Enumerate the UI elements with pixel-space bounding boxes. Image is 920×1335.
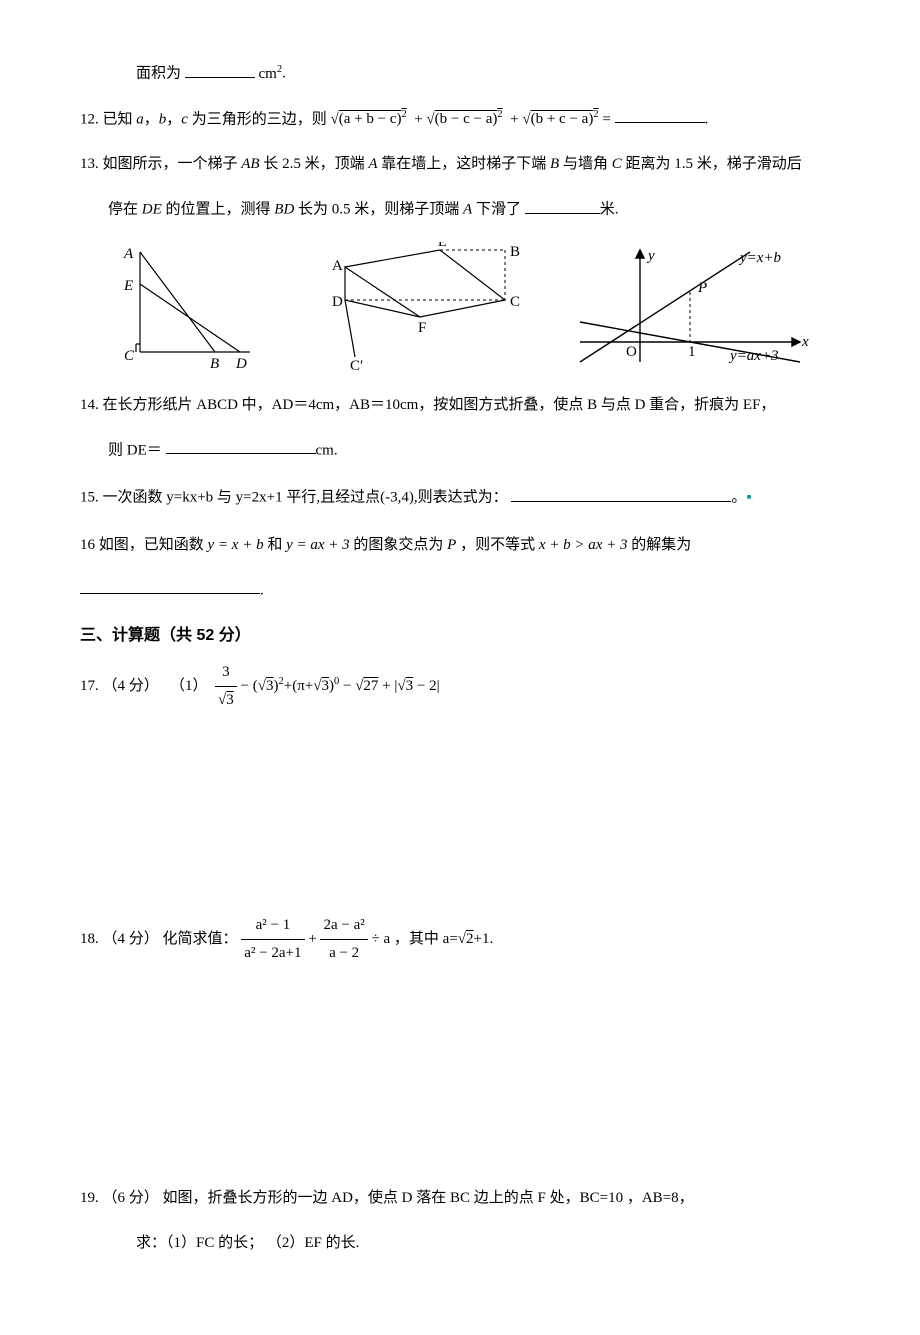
q11-unit: cm2 xyxy=(259,66,283,82)
svg-text:y=x+b: y=x+b xyxy=(738,250,782,266)
svg-text:B: B xyxy=(210,356,219,372)
svg-text:A: A xyxy=(332,258,343,274)
svg-text:D: D xyxy=(235,356,247,372)
q15-line: 15. 一次函数 y=kx+b 与 y=2x+1 平行,且经过点(-3,4),则… xyxy=(80,484,840,512)
svg-text:x: x xyxy=(801,334,809,350)
q19-line1: 19. （6 分） 如图，折叠长方形的一边 AD，使点 D 落在 BC 边上的点… xyxy=(80,1185,840,1212)
q13-blank xyxy=(525,196,600,214)
fig3-svg: y x O 1 P y=x+b y=ax+3 xyxy=(570,242,820,372)
q16-num: 16 xyxy=(80,537,95,553)
q12-line: 12. 已知 a，b，c 为三角形的三边，则 √(a + b − c)2 + √… xyxy=(80,106,840,134)
q18-frac2: 2a − a² a − 2 xyxy=(320,912,367,967)
q13-line2: 停在 DE 的位置上，测得 BD 长为 0.5 米，则梯子顶端 A 下滑了 米. xyxy=(80,196,840,224)
svg-text:C′: C′ xyxy=(350,358,363,372)
svg-text:O: O xyxy=(626,344,637,360)
svg-text:E: E xyxy=(438,242,447,250)
q11-prefix: 面积为 xyxy=(136,66,181,82)
q15-num: 15. xyxy=(80,490,99,506)
svg-text:1: 1 xyxy=(688,344,696,360)
q15-blank xyxy=(511,484,731,502)
q12-eq: = xyxy=(602,111,614,127)
svg-text:F: F xyxy=(418,320,426,336)
svg-text:A: A xyxy=(123,246,134,262)
svg-text:C: C xyxy=(510,294,520,310)
q19-line2: 求：（1）FC 的长； （2）EF 的长. xyxy=(80,1230,840,1257)
q14-line1: 14. 在长方形纸片 ABCD 中，AD＝4cm，AB＝10cm，按如图方式折叠… xyxy=(80,392,840,419)
q12-num: 12. xyxy=(80,111,99,127)
q17-pts: （4 分） xyxy=(103,678,159,694)
q17-workspace xyxy=(80,732,840,912)
q12-pre: 已知 xyxy=(103,111,137,127)
q11-blank xyxy=(185,60,255,78)
q12-blank xyxy=(615,106,705,124)
svg-text:E: E xyxy=(123,278,133,294)
q18-line: 18. （4 分） 化简求值： a² − 1 a² − 2a+1 + 2a − … xyxy=(80,912,840,967)
q18-pts: （4 分） xyxy=(103,931,159,947)
q11-period: . xyxy=(282,66,286,82)
fig2-svg: A E B D F C C′ xyxy=(310,242,530,372)
q14-num: 14. xyxy=(80,397,99,413)
q14-line2: 则 DE＝ cm. xyxy=(80,437,840,465)
dot-icon: ▪ xyxy=(746,490,751,506)
svg-text:P: P xyxy=(697,280,707,296)
q12-tailpre: 为三角形的三边，则 xyxy=(192,111,327,127)
q16-line: 16 如图，已知函数 y = x + b 和 y = ax + 3 的图象交点为… xyxy=(80,532,840,559)
q18-workspace xyxy=(80,985,840,1185)
q19-pts: （6 分） xyxy=(103,1190,159,1206)
svg-text:B: B xyxy=(510,244,520,260)
q19-num: 19. xyxy=(80,1190,99,1206)
fig1-svg: A E C B D xyxy=(100,242,270,372)
q12-expr: √(a + b − c)2 + √(b − c − a)2 + √(b + c … xyxy=(330,111,602,127)
q17-line: 17. （4 分） （1） 3 √3 − (√3)2+(π+√3)0 − √27… xyxy=(80,659,840,714)
q17-frac: 3 √3 xyxy=(215,659,237,714)
figures-row: A E C B D A E B D F C C′ xyxy=(80,242,840,372)
q13-line1: 13. 如图所示，一个梯子 AB 长 2.5 米，顶端 A 靠在墙上，这时梯子下… xyxy=(80,151,840,178)
q14-blank xyxy=(166,437,316,455)
svg-text:y=ax+3: y=ax+3 xyxy=(728,348,779,364)
svg-text:y: y xyxy=(646,248,655,264)
q18-frac1: a² − 1 a² − 2a+1 xyxy=(241,912,304,967)
section3-title: 三、计算题（共 52 分） xyxy=(80,622,840,651)
q16-blank-line: . xyxy=(80,577,840,605)
q13-num: 13. xyxy=(80,156,99,172)
svg-text:D: D xyxy=(332,294,343,310)
svg-text:C: C xyxy=(124,348,135,364)
q17-sub: （1） xyxy=(170,678,208,694)
q16-blank xyxy=(80,577,260,595)
q18-label: 化简求值： xyxy=(163,931,238,947)
q17-num: 17. xyxy=(80,678,99,694)
q18-num: 18. xyxy=(80,931,99,947)
q11-line: 面积为 cm2. xyxy=(80,60,840,88)
